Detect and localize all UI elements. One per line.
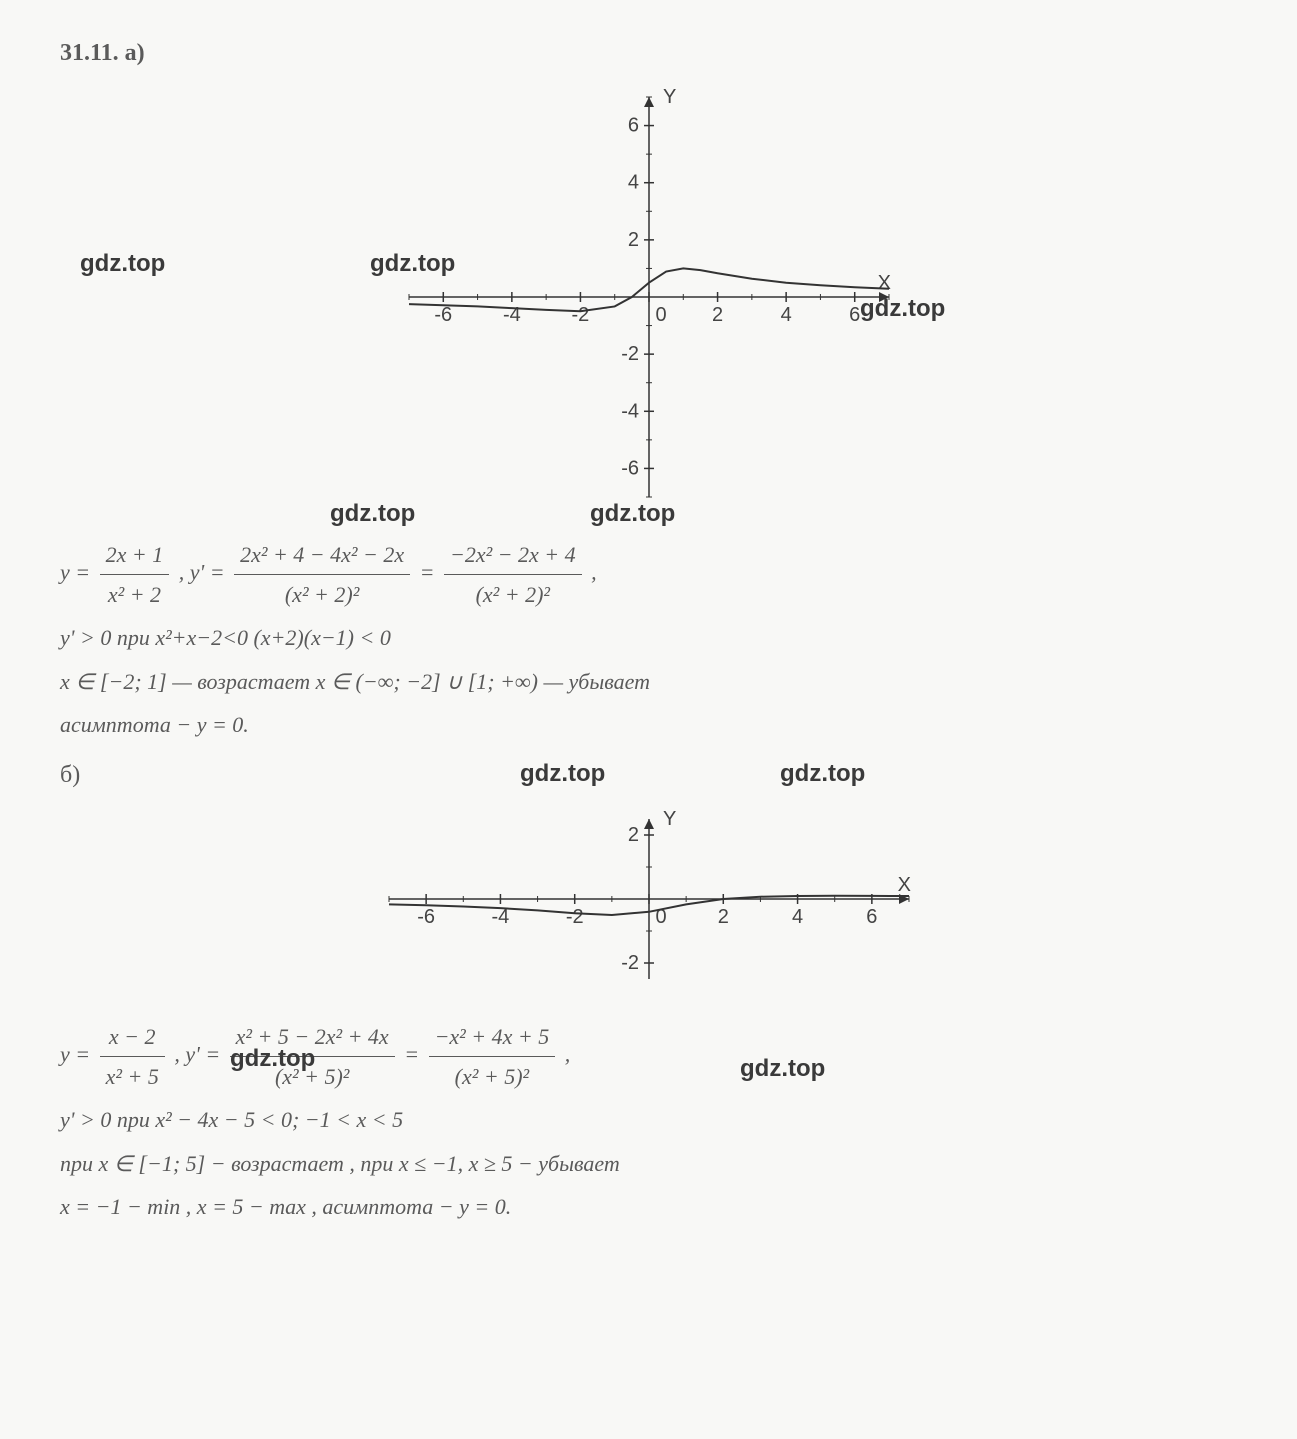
svg-text:0: 0 [655,304,666,326]
section-b-label: б) [60,762,1237,789]
fraction: 2x² + 4 − 4x² − 2x (x² + 2)² [234,537,410,612]
svg-text:Y: Y [663,86,676,108]
svg-text:-2: -2 [571,304,589,326]
svg-text:-6: -6 [621,457,639,479]
text: , [565,1042,571,1067]
chart-a: XY-6-4-2246-6-4-22460 [389,77,909,517]
svg-text:6: 6 [849,304,860,326]
fraction: 2x + 1 x² + 2 [100,537,170,612]
denominator: x² + 5 [100,1057,165,1094]
chart-b: XY-6-4-2246-220 [369,799,929,999]
fraction: x² + 5 − 2x² + 4x (x² + 5)² [230,1019,395,1094]
chart-a-container: XY-6-4-2246-6-4-22460 [60,77,1237,517]
svg-text:4: 4 [780,304,791,326]
svg-text:2: 2 [717,906,728,928]
svg-text:-2: -2 [621,952,639,974]
svg-text:X: X [897,874,910,896]
svg-text:-6: -6 [434,304,452,326]
text: y = [60,560,96,585]
svg-text:-4: -4 [621,400,639,422]
math-b-line3: при x ∈ [−1; 5] − возрастает , при x ≤ −… [60,1146,1237,1181]
numerator: −2x² − 2x + 4 [444,537,582,575]
denominator: (x² + 2)² [444,575,582,612]
svg-text:6: 6 [866,906,877,928]
math-a-line1: y = 2x + 1 x² + 2 , y' = 2x² + 4 − 4x² −… [60,537,1237,612]
svg-text:-6: -6 [417,906,435,928]
numerator: x − 2 [100,1019,165,1057]
fraction: −x² + 4x + 5 (x² + 5)² [429,1019,556,1094]
text: = [420,560,440,585]
svg-text:4: 4 [792,906,803,928]
denominator: (x² + 5)² [429,1057,556,1094]
svg-text:2: 2 [627,229,638,251]
fraction: −2x² − 2x + 4 (x² + 2)² [444,537,582,612]
svg-text:-2: -2 [621,343,639,365]
text: y = [60,1042,96,1067]
svg-text:Y: Y [663,808,676,830]
svg-text:X: X [877,272,890,294]
text: , [591,560,597,585]
svg-text:2: 2 [627,824,638,846]
text: , y' = [179,560,230,585]
text: = [404,1042,424,1067]
svg-text:-2: -2 [565,906,583,928]
numerator: x² + 5 − 2x² + 4x [230,1019,395,1057]
math-a-line3: x ∈ [−2; 1] — возрастает x ∈ (−∞; −2] ∪ … [60,664,1237,699]
math-b-line4: x = −1 − min , x = 5 − max , асимптота −… [60,1189,1237,1224]
svg-text:6: 6 [627,115,638,137]
problem-number: 31.11. а) [60,40,1237,67]
numerator: −x² + 4x + 5 [429,1019,556,1057]
chart-b-container: XY-6-4-2246-220 [60,799,1237,999]
math-a-line4: асимптота − y = 0. [60,707,1237,742]
math-b-line1: y = x − 2 x² + 5 , y' = x² + 5 − 2x² + 4… [60,1019,1237,1094]
fraction: x − 2 x² + 5 [100,1019,165,1094]
math-a-line2: y' > 0 при x²+x−2<0 (x+2)(x−1) < 0 [60,620,1237,655]
math-b-line2: y' > 0 при x² − 4x − 5 < 0; −1 < x < 5 [60,1102,1237,1137]
numerator: 2x² + 4 − 4x² − 2x [234,537,410,575]
text: , y' = [174,1042,225,1067]
denominator: (x² + 5)² [230,1057,395,1094]
svg-text:4: 4 [627,172,638,194]
svg-text:2: 2 [712,304,723,326]
numerator: 2x + 1 [100,537,170,575]
denominator: (x² + 2)² [234,575,410,612]
denominator: x² + 2 [100,575,170,612]
